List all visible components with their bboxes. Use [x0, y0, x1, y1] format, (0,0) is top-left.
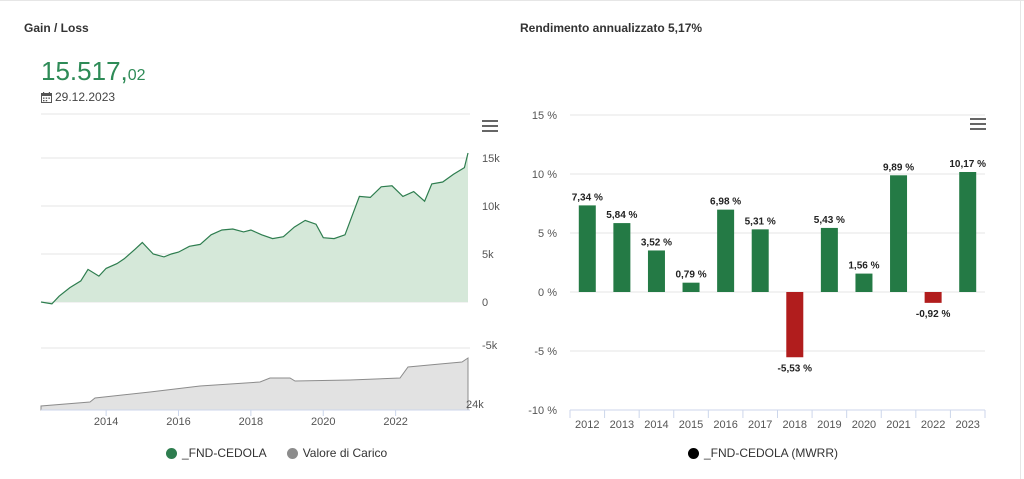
x-tick-label: 2014 [94, 416, 118, 428]
right-legend: _FND-CEDOLA (MWRR) [688, 446, 838, 460]
bar-data-label: 7,34 % [572, 192, 603, 203]
bar [682, 282, 700, 292]
y-tick-label: -5k [482, 340, 498, 352]
legend-item-valore-di-carico[interactable]: Valore di Carico [286, 446, 388, 460]
gain-loss-area [41, 153, 468, 304]
y-tick-label: -5 % [534, 346, 557, 358]
y-tick-label: 0 % [538, 287, 557, 299]
y-tick-label: 5k [482, 249, 494, 261]
bar [613, 223, 631, 292]
legend-label: _FND-CEDOLA (MWRR) [704, 446, 838, 460]
bar [855, 273, 873, 292]
gain-loss-line [40, 152, 469, 305]
bar-data-label: -0,92 % [916, 309, 951, 320]
chart-menu-icon[interactable] [482, 120, 498, 134]
x-tick-label: 2018 [239, 416, 263, 428]
legend-item-fnd-cedola[interactable]: _FND-CEDOLA [166, 446, 267, 460]
bar [751, 229, 769, 292]
gain-loss-value-int: 15.517, [41, 56, 128, 86]
left-panel-title: Gain / Loss [24, 21, 89, 35]
x-tick-label: 2016 [713, 419, 737, 431]
y-tick-label: 15k [482, 153, 500, 165]
x-tick-label: 2022 [383, 416, 407, 428]
date-label: 29.12.2023 [55, 90, 116, 104]
bar [647, 250, 665, 292]
bar [959, 171, 977, 292]
navigator-value-label: 24k [466, 399, 484, 411]
legend-dot [166, 447, 177, 459]
bar [820, 227, 838, 292]
returns-bar-chart: 15 % 10 % 5 % 0 % -5 % -10 % 7,34 % 2012 5,84 % 2… [528, 110, 986, 431]
x-tick-label: 2017 [748, 419, 772, 431]
bar-data-label: 9,89 % [883, 162, 914, 173]
bar [786, 292, 804, 358]
x-tick-label: 2015 [679, 419, 703, 431]
x-tick-label: 2012 [575, 419, 599, 431]
bar [924, 292, 942, 303]
y-tick-label: 5 % [538, 228, 557, 240]
bar [578, 205, 596, 292]
x-tick-label: 2022 [921, 419, 945, 431]
gain-loss-value-dec: 02 [127, 67, 146, 84]
bar-data-label: -5,53 % [778, 363, 813, 374]
chart-menu-icon[interactable] [970, 118, 986, 132]
gain-loss-chart: 15k 10k 5k 0 -5k 24k 2014 2016 2018 2020 2022 [40, 113, 500, 428]
bar [890, 175, 908, 292]
x-tick-label: 2020 [311, 416, 335, 428]
date-row: 29.12.2023 [41, 90, 115, 104]
legend-dot [688, 447, 699, 459]
bar-data-label: 1,56 % [848, 261, 879, 272]
left-legend: _FND-CEDOLA Valore di Carico [166, 446, 387, 460]
bar-data-label: 10,17 % [949, 159, 986, 170]
y-tick-label: 10 % [532, 169, 557, 181]
y-tick-label: 15 % [532, 110, 557, 122]
bar-data-label: 5,84 % [606, 210, 637, 221]
bar-data-label: 5,31 % [745, 216, 776, 227]
y-tick-label: 10k [482, 201, 500, 213]
bar-data-label: 0,79 % [675, 270, 706, 281]
legend-dot [286, 447, 298, 459]
x-tick-label: 2014 [644, 419, 668, 431]
x-tick-label: 2016 [166, 416, 190, 428]
legend-item-mwrr[interactable]: _FND-CEDOLA (MWRR) [688, 446, 838, 460]
gain-loss-value: 15.517,02 [41, 56, 146, 91]
x-tick-label: 2021 [886, 419, 910, 431]
bar [717, 209, 735, 292]
x-tick-label: 2020 [852, 419, 876, 431]
bar-data-label: 5,43 % [814, 215, 845, 226]
x-tick-label: 2018 [783, 419, 807, 431]
legend-label: Valore di Carico [302, 446, 388, 460]
y-tick-label: 0 [482, 297, 488, 309]
x-tick-label: 2019 [817, 419, 841, 431]
y-tick-label: -10 % [528, 405, 557, 417]
x-tick-label: 2023 [955, 419, 979, 431]
right-panel-title: Rendimento annualizzato 5,17% [520, 21, 703, 35]
legend-label: _FND-CEDOLA [182, 446, 267, 460]
valore-di-carico-area [40, 357, 469, 411]
bar-data-label: 3,52 % [641, 237, 672, 248]
calendar-icon [41, 91, 52, 103]
x-tick-label: 2013 [610, 419, 634, 431]
bar-data-label: 6,98 % [710, 197, 741, 208]
